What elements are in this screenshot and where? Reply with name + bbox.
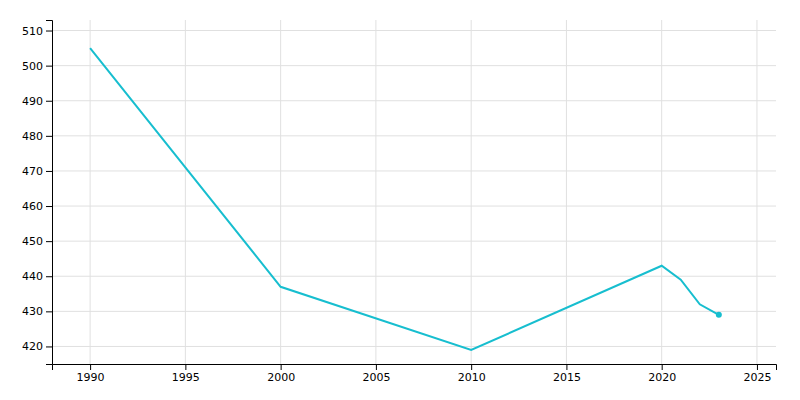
grid-line-y	[52, 30, 776, 31]
y-axis-tick-mark	[46, 31, 52, 32]
y-axis-tick-mark	[46, 346, 52, 347]
x-axis-tick: 2015	[553, 364, 581, 384]
y-axis-tick-mark	[46, 66, 52, 67]
y-axis-tick-label: 440	[22, 270, 43, 283]
grid-line-y	[52, 241, 776, 242]
grid	[52, 20, 776, 364]
x-axis-tick-mark	[90, 364, 91, 370]
x-axis-tick-label: 1990	[77, 371, 105, 384]
x-axis-tick-label: 2005	[362, 371, 390, 384]
grid-line-x	[471, 20, 472, 364]
x-axis-tick: 2010	[458, 364, 486, 384]
x-axis: 1990 1995 2000 2005 2010 2015 2020 2025	[53, 364, 777, 384]
x-axis-tick-mark	[662, 364, 663, 370]
y-axis-tick: 450	[22, 235, 52, 248]
y-axis-tick: 430	[22, 305, 52, 318]
y-axis-tick: 480	[22, 130, 52, 143]
x-axis-tick-label: 2000	[267, 371, 295, 384]
chart-svg: 1990 1995 2000 2005 2010 2015 2020 2025 420 430 44…	[0, 0, 800, 400]
grid-line-y	[52, 311, 776, 312]
grid-line-x	[280, 20, 281, 364]
x-axis-tick-mark	[185, 364, 186, 370]
y-axis-tick-mark	[46, 241, 52, 242]
y-axis-tick-mark	[46, 101, 52, 102]
y-axis-tick: 420	[22, 340, 52, 353]
grid-line-y	[52, 170, 776, 171]
grid-line-y	[52, 346, 776, 347]
y-axis-line	[46, 21, 53, 365]
x-axis-tick: 2025	[743, 364, 771, 384]
grid-line-x	[375, 20, 376, 364]
y-axis-tick-label: 450	[22, 235, 43, 248]
y-axis-tick: 490	[22, 95, 52, 108]
x-axis-tick-mark	[757, 364, 758, 370]
y-axis-tick-label: 460	[22, 200, 43, 213]
y-axis-tick-label: 510	[22, 25, 43, 38]
x-axis-tick: 2020	[648, 364, 676, 384]
x-axis-tick: 1990	[77, 364, 105, 384]
y-axis-tick-mark	[46, 311, 52, 312]
x-axis-tick-mark	[566, 364, 567, 370]
x-axis-line	[53, 365, 777, 371]
x-axis-tick-label: 2020	[648, 371, 676, 384]
y-axis-tick: 460	[22, 200, 52, 213]
x-axis-tick-mark	[281, 364, 282, 370]
y-axis-tick-label: 470	[22, 165, 43, 178]
grid-line-x	[90, 20, 91, 364]
y-axis-tick-label: 480	[22, 130, 43, 143]
y-axis-tick: 510	[22, 25, 52, 38]
y-axis-tick-label: 500	[22, 60, 43, 73]
y-axis-tick-label: 420	[22, 340, 43, 353]
y-axis-tick-mark	[46, 171, 52, 172]
grid-line-x	[661, 20, 662, 364]
x-axis-tick: 1995	[172, 364, 200, 384]
grid-line-y	[52, 65, 776, 66]
grid-line-x	[185, 20, 186, 364]
x-axis-tick: 2005	[362, 364, 390, 384]
chart-container: 1990 1995 2000 2005 2010 2015 2020 2025 420 430 44…	[0, 0, 800, 400]
y-axis-tick-mark	[46, 276, 52, 277]
x-axis-tick-label: 2010	[458, 371, 486, 384]
grid-line-y	[52, 100, 776, 101]
grid-line-y	[52, 206, 776, 207]
x-axis-tick: 2000	[267, 364, 295, 384]
grid-line-x	[756, 20, 757, 364]
x-axis-tick-mark	[376, 364, 377, 370]
y-axis-tick-mark	[46, 136, 52, 137]
x-axis-tick-mark	[471, 364, 472, 370]
y-axis-tick: 440	[22, 270, 52, 283]
data-line	[90, 48, 719, 350]
y-axis: 420 430 440 450 460 470 480 490 500 510	[22, 21, 53, 365]
grid-line-y	[52, 276, 776, 277]
end-marker	[716, 312, 722, 318]
plot-area	[90, 48, 722, 350]
x-axis-tick-label: 1995	[172, 371, 200, 384]
y-axis-tick-label: 430	[22, 305, 43, 318]
x-axis-tick-label: 2025	[743, 371, 771, 384]
y-axis-tick: 500	[22, 60, 52, 73]
x-axis-tick-label: 2015	[553, 371, 581, 384]
y-axis-tick-label: 490	[22, 95, 43, 108]
y-axis-tick: 470	[22, 165, 52, 178]
y-axis-tick-mark	[46, 206, 52, 207]
grid-line-x	[566, 20, 567, 364]
